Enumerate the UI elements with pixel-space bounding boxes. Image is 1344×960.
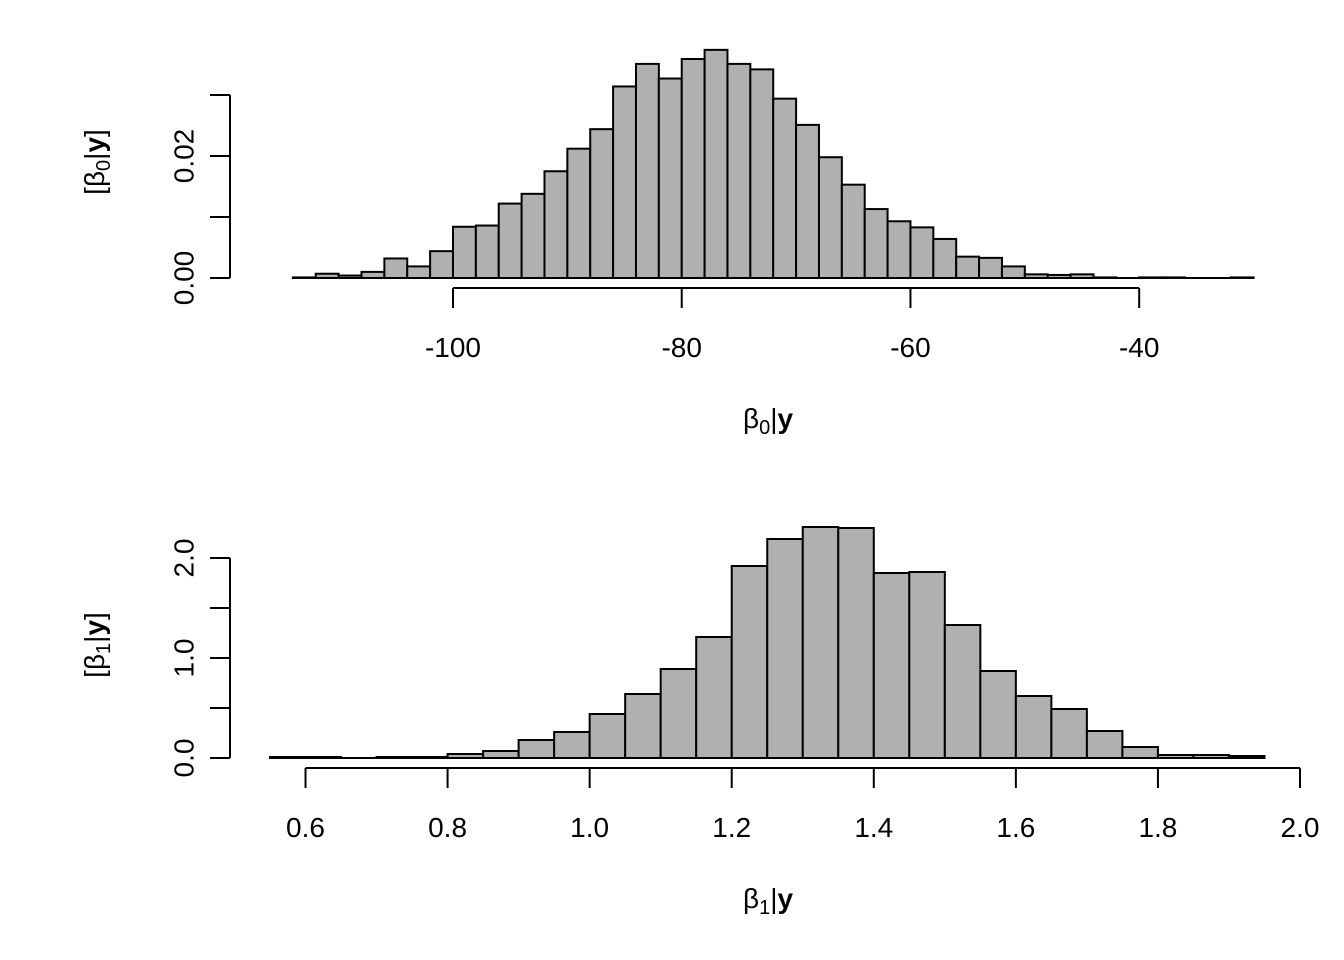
beta0-bar	[909, 226, 935, 279]
beta0-bar	[863, 208, 889, 280]
beta0-bar	[543, 170, 569, 279]
beta0-y-axis-label: [β0|y]	[79, 129, 115, 195]
beta0-x-axis: -100 -80 -60 -40	[425, 287, 1159, 363]
beta0-y-axis: 0.00 0.02	[169, 94, 231, 306]
beta1-x-tick-label: 1.6	[996, 812, 1035, 843]
beta0-y-tick-label: 0.02	[169, 129, 200, 184]
beta1-bar	[943, 624, 982, 759]
beta0-bar	[955, 255, 981, 279]
beta0-x-axis-label: β0|y	[743, 403, 794, 439]
beta1-bar	[695, 636, 733, 759]
beta1-y-tick-label: 2.0	[169, 539, 200, 578]
beta1-bar	[1050, 708, 1088, 759]
beta1-bar	[766, 538, 804, 759]
beta0-bar	[817, 156, 843, 279]
beta1-bar	[553, 731, 591, 759]
beta1-y-tick-label: 1.0	[169, 639, 200, 678]
beta0-bar	[1000, 265, 1026, 280]
beta1-bars	[269, 526, 1266, 759]
beta1-bar	[624, 693, 662, 759]
beta1-x-tick-label: 1.4	[854, 812, 893, 843]
beta1-histogram-panel: 0.6 0.8 1.0 1.2 1.4 1.6 1.8 2.0 0.01.02.0 β1|y …	[79, 526, 1320, 919]
beta1-bar	[1014, 695, 1053, 759]
beta0-bar	[795, 123, 820, 279]
beta0-bar	[406, 265, 432, 280]
beta1-x-tick-label: 1.0	[570, 812, 609, 843]
beta1-bar	[482, 750, 520, 759]
beta0-bars	[291, 48, 1255, 280]
beta0-bar	[840, 183, 866, 279]
beta0-histogram-panel: -100 -80 -60 -40 0.00 0.02 β0|y [β0|y]	[79, 48, 1255, 439]
beta0-bar	[474, 224, 500, 279]
beta1-bar	[908, 571, 946, 759]
beta0-x-tick-label: -40	[1119, 332, 1159, 363]
beta1-bar	[979, 670, 1017, 759]
beta0-bar	[429, 250, 454, 280]
beta1-x-tick-label: 1.8	[1138, 812, 1177, 843]
beta1-bar	[801, 526, 840, 759]
beta0-bar	[703, 48, 729, 279]
beta0-bar	[520, 192, 546, 280]
beta0-y-tick-label: 0.00	[169, 251, 200, 306]
beta0-bar	[978, 256, 1003, 279]
beta0-bar	[497, 202, 523, 279]
beta0-bar	[612, 85, 637, 279]
beta1-bar	[659, 668, 698, 759]
beta1-bar	[1121, 746, 1159, 759]
beta0-bar	[726, 62, 752, 279]
beta1-bar	[872, 572, 911, 759]
beta0-bar	[680, 58, 706, 280]
beta1-x-axis-label: β1|y	[743, 883, 794, 919]
beta0-bar	[589, 128, 615, 279]
beta1-bar	[730, 565, 769, 759]
beta1-y-axis: 0.0 1.0 2.0	[169, 539, 231, 778]
beta0-bar	[566, 147, 592, 279]
beta1-x-axis: 0.6 0.8 1.0 1.2 1.4 1.6 1.8 2.0	[286, 767, 1320, 843]
beta1-x-tick-label: 2.0	[1281, 812, 1320, 843]
beta0-bar	[451, 225, 477, 279]
beta0-x-tick-label: -100	[425, 332, 481, 363]
beta1-bar	[837, 527, 875, 759]
beta1-bar	[517, 739, 556, 759]
beta0-x-tick-label: -80	[661, 332, 701, 363]
beta1-x-tick-label: 1.2	[712, 812, 751, 843]
beta1-y-axis-label: [β1|y]	[79, 612, 115, 678]
beta0-x-tick-label: -60	[890, 332, 930, 363]
beta1-bar	[588, 713, 627, 759]
beta1-bar	[1085, 730, 1124, 759]
beta0-bar	[886, 220, 912, 280]
beta0-bar	[749, 68, 775, 279]
beta0-bar	[772, 97, 798, 279]
beta0-bar	[932, 237, 958, 280]
beta0-bar	[657, 77, 683, 279]
beta1-x-tick-label: 0.6	[286, 812, 325, 843]
beta1-y-tick-label: 0.0	[169, 739, 200, 778]
beta1-x-tick-label: 0.8	[428, 812, 467, 843]
beta0-bar	[383, 257, 409, 280]
beta0-bar	[634, 62, 660, 279]
